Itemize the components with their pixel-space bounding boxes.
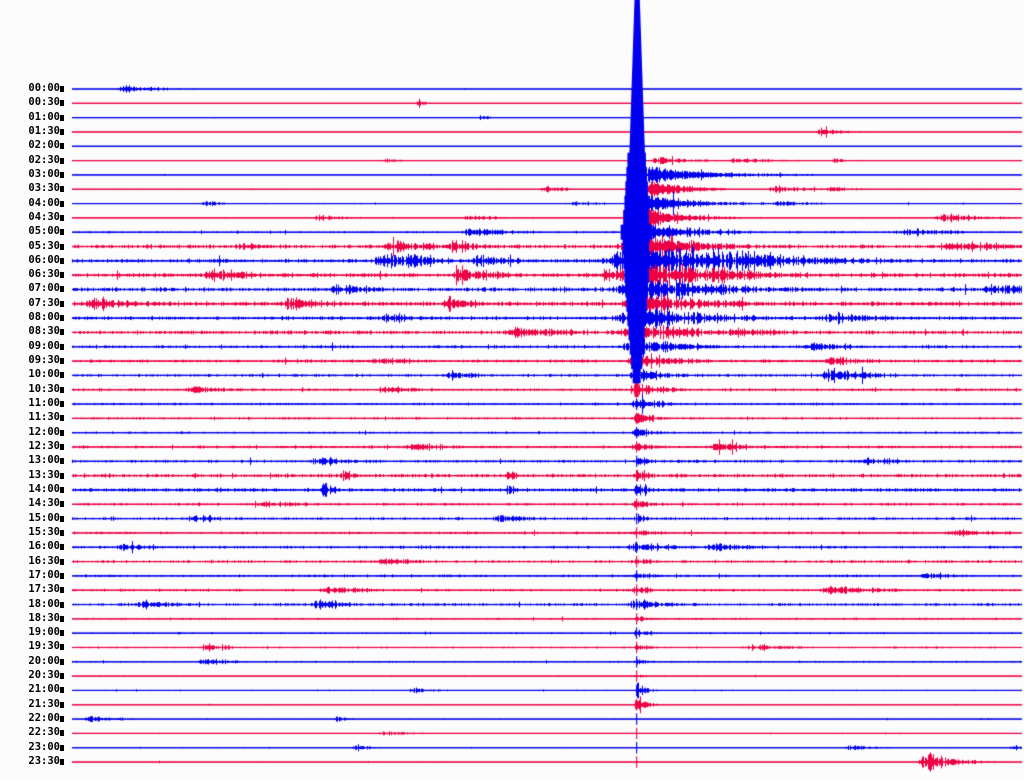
- row-tick: [60, 515, 64, 522]
- time-label: 21:30: [28, 697, 60, 710]
- time-label: 16:00: [28, 540, 60, 553]
- time-label: 02:30: [28, 153, 60, 166]
- time-label: 12:30: [28, 440, 60, 452]
- time-label: 18:30: [28, 611, 60, 624]
- row-tick: [60, 229, 64, 236]
- time-label: 03:00: [28, 167, 60, 180]
- row-tick: [60, 186, 64, 193]
- time-label: 14:30: [28, 497, 60, 510]
- time-label: 13:00: [28, 454, 60, 467]
- time-label: 03:30: [28, 182, 60, 195]
- time-label: 05:00: [28, 225, 60, 238]
- time-label: 17:00: [28, 568, 60, 581]
- time-label: 11:00: [28, 397, 60, 410]
- time-label: 19:30: [28, 640, 60, 653]
- time-label: 18:00: [28, 597, 60, 610]
- time-label: 22:00: [28, 712, 60, 725]
- row-tick: [60, 644, 64, 651]
- row-tick: [60, 501, 64, 508]
- time-label: 09:00: [28, 339, 60, 352]
- row-tick: [60, 300, 64, 307]
- row-tick: [60, 100, 64, 107]
- time-label: 19:00: [28, 626, 60, 639]
- row-tick: [60, 157, 64, 164]
- row-tick: [60, 444, 64, 450]
- row-tick: [60, 587, 64, 594]
- time-label: 16:30: [28, 554, 60, 567]
- time-label: 12:00: [28, 425, 60, 438]
- time-label: 01:30: [28, 124, 60, 137]
- time-label: 23:00: [28, 740, 60, 753]
- row-tick: [60, 128, 64, 135]
- row-tick: [60, 200, 64, 207]
- time-label: 10:30: [28, 382, 60, 395]
- time-label: 05:30: [28, 239, 60, 252]
- row-tick: [60, 744, 64, 751]
- time-label: 13:30: [28, 468, 60, 481]
- row-tick: [60, 759, 64, 766]
- time-label: 21:00: [28, 683, 60, 696]
- row-tick: [60, 86, 64, 92]
- time-axis: 00:00 00:30 01:00 01:30 02:00 02:30 03:00 03:30…: [0, 0, 64, 780]
- row-tick: [60, 730, 64, 737]
- row-tick: [60, 315, 64, 322]
- row-tick: [60, 343, 64, 350]
- time-label: 07:30: [28, 296, 60, 309]
- time-label: 11:30: [28, 411, 60, 424]
- row-tick: [60, 286, 64, 293]
- row-tick: [60, 415, 64, 422]
- row-tick: [60, 601, 64, 608]
- row-tick: [60, 658, 64, 665]
- time-label: 06:00: [28, 253, 60, 266]
- time-label: 22:30: [28, 726, 60, 739]
- row-tick: [60, 243, 64, 250]
- row-tick: [60, 114, 64, 121]
- time-label: 00:00: [28, 82, 60, 94]
- time-label: 09:30: [28, 354, 60, 367]
- row-tick: [60, 486, 64, 493]
- row-tick: [60, 673, 64, 680]
- time-label: 08:00: [28, 311, 60, 324]
- row-tick: [60, 615, 64, 622]
- row-tick: [60, 458, 64, 465]
- row-tick: [60, 171, 64, 178]
- row-tick: [60, 329, 64, 336]
- row-tick: [60, 687, 64, 694]
- row-tick: [60, 143, 64, 150]
- time-label: 10:00: [28, 368, 60, 381]
- time-label: 17:30: [28, 583, 60, 596]
- time-label: 04:30: [28, 210, 60, 223]
- time-label: 15:30: [28, 525, 60, 538]
- time-label: 08:30: [28, 325, 60, 338]
- time-label: 01:00: [28, 110, 60, 123]
- row-tick: [60, 214, 64, 221]
- row-tick: [60, 257, 64, 264]
- row-tick: [60, 630, 64, 637]
- row-tick: [60, 472, 64, 479]
- time-label: 20:00: [28, 654, 60, 667]
- time-label: 00:30: [28, 96, 60, 109]
- time-label: 15:00: [28, 511, 60, 524]
- time-label: 06:30: [28, 268, 60, 281]
- row-tick: [60, 429, 64, 436]
- row-tick: [60, 272, 64, 279]
- time-label: 07:00: [28, 282, 60, 295]
- row-tick: [60, 701, 64, 708]
- row-tick: [60, 716, 64, 723]
- row-tick: [60, 544, 64, 551]
- time-label: 04:00: [28, 196, 60, 209]
- row-tick: [60, 386, 64, 393]
- time-label: 14:00: [28, 482, 60, 495]
- time-label: 02:00: [28, 139, 60, 152]
- time-label: 20:30: [28, 669, 60, 682]
- row-tick: [60, 372, 64, 379]
- row-tick: [60, 529, 64, 536]
- row-tick: [60, 572, 64, 579]
- row-tick: [60, 358, 64, 365]
- row-tick: [60, 558, 64, 565]
- row-tick: [60, 401, 64, 408]
- time-label: 23:30: [28, 755, 60, 768]
